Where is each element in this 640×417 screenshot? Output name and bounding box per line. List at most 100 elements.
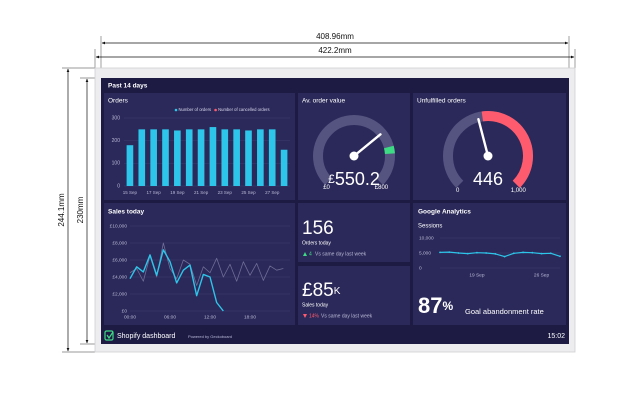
stat-change: 4 xyxy=(309,251,312,257)
bar xyxy=(245,130,252,186)
stat-value: 156 xyxy=(302,218,334,239)
y-tick-label: 0 xyxy=(419,265,422,271)
stat-value: £85K xyxy=(302,280,341,301)
y-tick-label: 10,000 xyxy=(419,235,434,241)
gauge-zone xyxy=(481,111,533,188)
gauge-needle xyxy=(352,133,382,158)
bar xyxy=(162,129,169,186)
x-tick-label: 18:00 xyxy=(244,314,256,320)
dimension-label: 244.1mm xyxy=(57,193,66,227)
y-tick-label: £2,000 xyxy=(112,291,127,297)
sessions-point xyxy=(476,251,478,254)
gauge-min-label: £0 xyxy=(323,185,330,191)
goal-value: 87% xyxy=(418,293,453,318)
legend-label: Number of orders xyxy=(179,107,212,112)
bar xyxy=(150,129,157,186)
gauge-min-label: 0 xyxy=(456,188,460,194)
dimension-label: 422.2mm xyxy=(318,46,352,55)
stat-label: Orders today xyxy=(302,240,331,246)
footer-time: 15:02 xyxy=(547,333,565,340)
gauge-hub xyxy=(483,151,493,161)
sessions-line xyxy=(439,251,561,258)
panel-title: Av. order value xyxy=(302,98,346,105)
bar xyxy=(280,149,288,186)
sessions-point xyxy=(549,252,552,255)
x-tick-label: 23 Sep xyxy=(218,190,233,195)
down-arrow-icon xyxy=(303,314,307,318)
x-tick-label: 19 Sep xyxy=(170,190,185,195)
sales-line xyxy=(129,249,224,312)
x-tick-label: 27 Sep xyxy=(265,190,280,195)
stat-value-unit: K xyxy=(334,286,341,297)
sessions-point xyxy=(540,252,543,255)
bar xyxy=(268,129,276,186)
gauge-max-label: 1,000 xyxy=(511,188,527,194)
sessions-point xyxy=(559,255,561,258)
period-label: Past 14 days xyxy=(108,83,148,90)
x-tick-label: 19 Sep xyxy=(469,272,485,278)
bar xyxy=(138,129,146,186)
sessions-point xyxy=(439,251,441,254)
y-tick-label: 100 xyxy=(112,161,121,167)
panel-title: Orders xyxy=(108,98,129,105)
chart-title: Sessions xyxy=(418,224,442,230)
x-tick-label: 25 Sep xyxy=(241,190,256,195)
gauge-value-number: 446 xyxy=(473,169,503,189)
panel-title: Google Analytics xyxy=(418,209,471,216)
bar xyxy=(185,129,193,186)
legend-label: Number of cancelled orders xyxy=(218,107,269,112)
x-tick-label: 26 Sep xyxy=(534,272,550,278)
orders-today-panel xyxy=(298,203,410,262)
x-tick-label: 12:00 xyxy=(204,314,216,320)
gauge-zone xyxy=(383,145,395,155)
bar xyxy=(126,145,134,186)
gauge-track xyxy=(313,115,395,185)
stat-change: 14% xyxy=(309,313,320,319)
analytics-panel xyxy=(413,203,566,325)
sessions-point xyxy=(457,252,460,254)
dimension-lines xyxy=(62,36,576,353)
sessions-point xyxy=(466,252,469,255)
panel-title: Unfulfilled orders xyxy=(417,98,467,105)
stat-comparison: Vs same day last week xyxy=(321,313,373,319)
y-tick-label: 0 xyxy=(117,183,120,189)
logo-check xyxy=(106,331,114,340)
bar xyxy=(174,130,181,186)
goal-unit: % xyxy=(442,299,453,313)
bar xyxy=(209,127,217,186)
stat-value-number: £85 xyxy=(302,280,334,301)
dimension-label: 230mm xyxy=(76,196,85,223)
logo-icon xyxy=(104,330,114,341)
sessions-point xyxy=(503,255,506,258)
x-tick-label: 21 Sep xyxy=(194,190,209,195)
sessions-point xyxy=(531,251,534,254)
gauge-value: 446 xyxy=(473,169,503,189)
y-tick-label: £6,000 xyxy=(112,257,127,263)
footer-title: Shopify dashboard xyxy=(117,333,175,340)
goal-number: 87 xyxy=(418,293,442,318)
stat-label: Sales today xyxy=(302,302,329,308)
y-tick-label: £0 xyxy=(122,308,128,314)
gauge-hub xyxy=(349,151,359,161)
y-tick-label: £10,000 xyxy=(110,223,128,229)
gauge-max-label: £800 xyxy=(375,185,389,191)
sessions-point xyxy=(448,251,451,254)
gauge-value-number: 550.2 xyxy=(335,169,380,189)
bar xyxy=(221,129,229,186)
sessions-point xyxy=(512,252,515,255)
sales-today-panel xyxy=(298,266,410,325)
legend-swatch xyxy=(174,108,178,112)
x-tick-label: 17 Sep xyxy=(147,190,162,195)
bar xyxy=(257,129,264,186)
x-tick-label: 00:00 xyxy=(124,314,136,320)
legend-swatch xyxy=(214,108,217,112)
gauge-value-prefix: £ xyxy=(328,172,335,186)
bar xyxy=(233,129,240,186)
x-tick-label: 06:00 xyxy=(164,314,176,320)
gauge-needle xyxy=(477,118,490,158)
x-tick-label: 15 Sep xyxy=(123,190,138,195)
unfulfilled-panel xyxy=(413,93,566,200)
up-arrow-icon xyxy=(303,252,307,256)
footer-powered-by: Powered by Geckoboard xyxy=(188,334,232,339)
dimension-label: 408.96mm xyxy=(316,32,354,41)
